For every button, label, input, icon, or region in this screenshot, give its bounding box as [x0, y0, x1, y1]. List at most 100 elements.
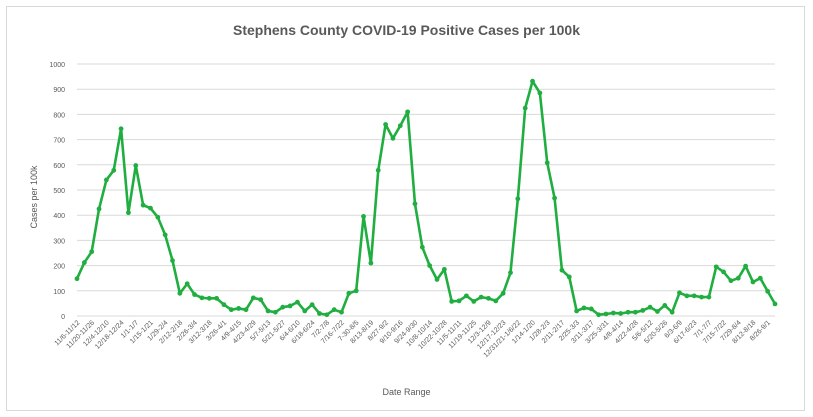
y-tick-label: 500 — [53, 188, 65, 195]
data-point — [405, 109, 411, 115]
chart-title: Stephens County COVID-19 Positive Cases … — [233, 22, 580, 38]
data-point — [353, 288, 359, 294]
data-point — [265, 308, 271, 314]
data-point — [126, 210, 131, 216]
data-point — [74, 276, 80, 282]
data-point — [544, 160, 550, 166]
data-point — [588, 306, 594, 312]
data-point — [214, 295, 220, 301]
data-point — [272, 309, 278, 315]
data-point — [449, 298, 455, 304]
data-point — [118, 126, 124, 132]
data-point — [177, 290, 183, 296]
y-tick-label: 900 — [53, 87, 65, 94]
data-point — [324, 312, 330, 318]
data-point — [765, 288, 771, 294]
data-point — [441, 266, 447, 272]
data-point — [331, 307, 337, 313]
data-point — [537, 90, 543, 96]
data-point — [471, 298, 477, 304]
data-point — [706, 294, 712, 300]
y-tick-label: 600 — [53, 163, 65, 170]
data-point — [162, 232, 168, 238]
data-point — [133, 163, 139, 168]
data-point — [317, 311, 322, 316]
data-point — [419, 244, 425, 250]
data-point — [699, 294, 704, 300]
data-point — [140, 202, 146, 208]
data-point — [228, 307, 234, 313]
data-point — [691, 293, 697, 299]
data-point — [530, 78, 535, 84]
data-point — [640, 308, 646, 313]
data-point — [757, 275, 763, 281]
data-point — [302, 308, 308, 314]
data-point — [677, 290, 682, 296]
data-point — [456, 298, 462, 304]
data-point — [566, 274, 572, 280]
data-point — [478, 294, 484, 300]
data-point — [199, 295, 205, 301]
data-point — [486, 295, 491, 301]
data-point — [236, 306, 242, 311]
data-point — [280, 304, 286, 310]
data-point — [375, 167, 381, 173]
data-point — [772, 301, 778, 307]
data-point — [148, 205, 153, 211]
data-point — [596, 312, 602, 318]
data-point — [508, 270, 513, 276]
data-point — [368, 260, 374, 266]
y-tick-label: 1000 — [49, 62, 65, 69]
data-point — [713, 264, 719, 270]
data-point — [735, 275, 741, 281]
data-point — [309, 302, 315, 308]
data-point — [184, 281, 190, 287]
data-point — [111, 167, 117, 173]
data-point — [721, 269, 726, 275]
data-point — [610, 310, 616, 316]
data-point — [728, 278, 734, 284]
data-point — [750, 279, 756, 285]
data-point — [81, 260, 87, 265]
data-point — [103, 177, 109, 183]
line-chart: Stephens County COVID-19 Positive Cases … — [29, 22, 778, 397]
data-point — [522, 105, 528, 111]
data-point — [383, 122, 388, 127]
y-tick-label: 400 — [53, 213, 65, 220]
series-line-group — [74, 78, 778, 318]
y-axis-ticks: 0 100 200 300 400 500 600 700 800 900 1000 — [49, 62, 65, 321]
y-tick-label: 200 — [53, 264, 65, 271]
data-point — [427, 263, 433, 268]
data-point — [250, 295, 256, 301]
data-point — [397, 123, 403, 129]
x-axis-ticks: 11/6-11/1211/20-11/2612/4-12/1012/18-12/… — [54, 319, 773, 359]
data-point — [170, 258, 175, 263]
data-point — [559, 267, 565, 273]
y-tick-label: 700 — [53, 138, 65, 145]
data-point — [412, 201, 418, 207]
data-point — [206, 295, 212, 301]
data-point — [258, 297, 264, 303]
data-point — [346, 290, 352, 296]
data-point — [574, 308, 580, 314]
data-point — [361, 214, 366, 219]
data-point — [243, 307, 249, 313]
data-point — [155, 214, 161, 220]
data-point — [295, 299, 300, 305]
data-point — [655, 309, 660, 314]
data-point — [603, 311, 609, 317]
data-point — [684, 293, 690, 299]
data-point — [500, 290, 506, 296]
data-point — [287, 303, 293, 309]
y-tick-label: 0 — [61, 314, 65, 321]
data-point — [89, 249, 95, 255]
data-point — [96, 206, 102, 212]
data-point — [515, 196, 521, 202]
data-point — [618, 311, 624, 316]
x-axis-title: Date Range — [382, 387, 430, 397]
data-point — [493, 298, 499, 304]
data-point — [221, 302, 227, 308]
data-point — [581, 305, 587, 311]
y-tick-label: 300 — [53, 238, 65, 245]
data-point — [647, 304, 653, 310]
